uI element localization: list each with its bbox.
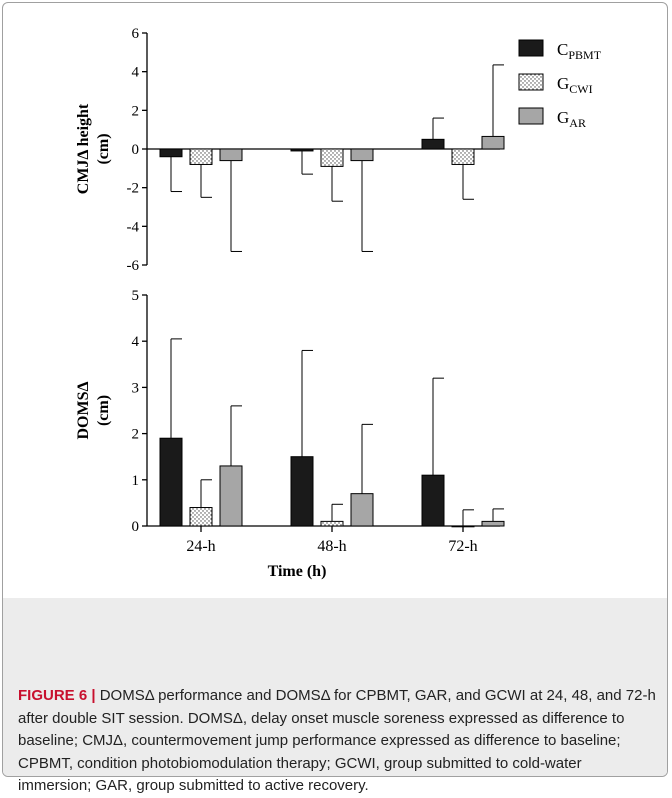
caption-background (3, 598, 667, 776)
x-tick-label: 72-h (448, 538, 477, 555)
bar (421, 138, 445, 150)
doms-chart: 0 1 2 3 4 5 DOMSΔ (cm) 24-h 48-h 72-h Time (h) (75, 288, 505, 580)
legend-label-base: C (557, 40, 568, 59)
cmj-height-chart: -6 -4 -2 0 2 4 6 CMJΔ height (cm) (75, 26, 505, 274)
legend-label: GCWI (557, 74, 593, 96)
legend-label-base: G (557, 108, 569, 127)
bar (159, 437, 183, 527)
bar (481, 135, 505, 150)
legend-label-subscript: CWI (569, 82, 592, 96)
y-tick-label: 4 (132, 65, 140, 81)
y-tick-label: 0 (132, 519, 140, 535)
y-tick-label: 3 (132, 380, 140, 396)
legend-label-base: G (557, 74, 569, 93)
y-tick-label: -4 (127, 219, 140, 235)
bar (219, 465, 243, 527)
bar (320, 148, 344, 167)
bar (350, 148, 374, 162)
bar (451, 148, 475, 165)
legend-swatch (518, 73, 544, 91)
y-tick-label: 0 (132, 142, 140, 158)
bar (219, 148, 243, 162)
y-tick-label: 2 (132, 103, 140, 119)
bar (189, 507, 213, 527)
y-axis-unit: (cm) (95, 395, 112, 426)
bar (290, 148, 314, 152)
x-tick-label: 24-h (186, 538, 215, 555)
y-tick-label: 4 (132, 334, 140, 350)
y-tick-label: -2 (127, 181, 140, 197)
figure-frame (2, 2, 668, 777)
legend-label: GAR (557, 108, 586, 130)
y-axis-unit: (cm) (95, 133, 112, 164)
caption-lead: FIGURE 6 | (18, 687, 96, 704)
bar (159, 148, 183, 158)
legend-swatch (518, 107, 544, 125)
bar (350, 493, 374, 527)
y-tick-label: 6 (132, 26, 140, 42)
y-tick-label: 2 (132, 427, 140, 443)
y-axis-label: CMJΔ height (75, 103, 92, 194)
y-axis-label: DOMSΔ (75, 381, 92, 439)
y-tick-label: 1 (132, 473, 140, 489)
bar (320, 520, 344, 527)
bar (290, 456, 314, 527)
legend-label-subscript: AR (569, 116, 586, 130)
y-tick-label: 5 (132, 288, 140, 304)
caption-text: DOMSΔ performance and DOMSΔ for CPBMT, G… (18, 687, 656, 794)
x-axis-label: Time (h) (268, 563, 327, 580)
y-tick-label: -6 (127, 258, 140, 274)
bar (481, 520, 505, 527)
bar (421, 474, 445, 527)
x-tick-label: 48-h (317, 538, 346, 555)
legend-swatch (518, 39, 544, 57)
legend-label-subscript: PBMT (568, 48, 601, 62)
bar (189, 148, 213, 165)
legend-label: CPBMT (557, 40, 602, 62)
